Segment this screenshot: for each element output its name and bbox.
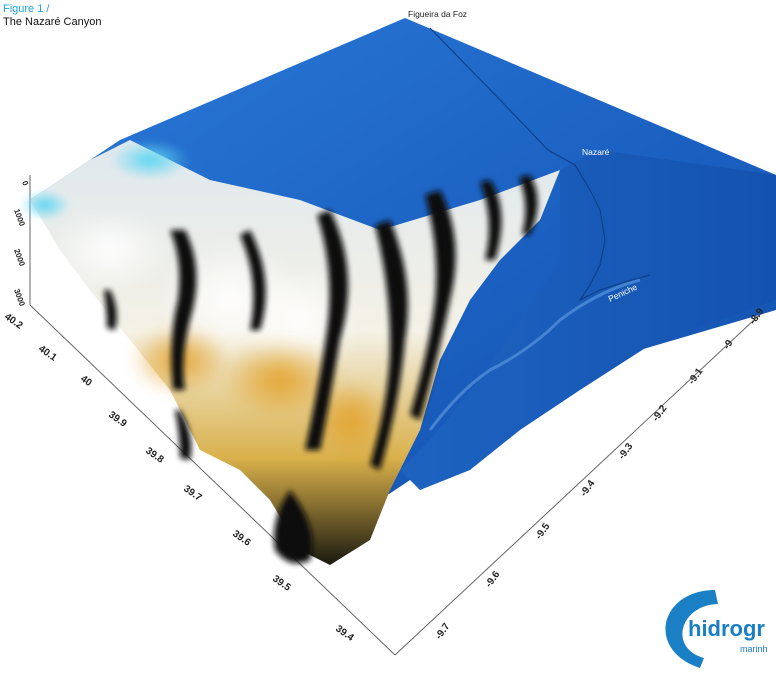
- depth-tick-label: 3000: [12, 288, 27, 308]
- logo-wordmark: hidrogr: [688, 616, 765, 641]
- latitude-tick-label: 40: [78, 373, 94, 389]
- latitude-tick-label: 39.8: [143, 445, 166, 465]
- longitude-tick-label: -9.2: [650, 403, 669, 424]
- longitude-tick-label: -9.3: [616, 441, 635, 462]
- latitude-tick-label: 39.6: [230, 528, 253, 548]
- depth-tick-label: 0: [20, 180, 30, 188]
- latitude-tick-label: 40.1: [36, 343, 59, 363]
- latitude-tick-label: 40.2: [2, 311, 25, 331]
- longitude-tick-label: -9.6: [483, 569, 502, 590]
- depth-tick-label: 2000: [12, 248, 27, 268]
- longitude-tick-label: -9.1: [686, 366, 705, 387]
- canyon-walls: [20, 140, 560, 565]
- latitude-tick-label: 39.9: [106, 409, 129, 429]
- figure-number: Figure 1 /: [3, 3, 50, 15]
- coastline: [429, 27, 651, 302]
- figure-caption: Figure 1 / The Nazaré Canyon: [3, 3, 101, 29]
- latitude-tick-label: 39.4: [333, 623, 356, 643]
- longitude-tick-label: -9.7: [433, 621, 452, 642]
- longitude-tick-label: -9.5: [533, 521, 552, 542]
- shelf-edge: [428, 278, 641, 431]
- place-figueira-da-foz: Figueira da Foz: [408, 9, 467, 19]
- latitude-tick-label: 39.7: [181, 483, 204, 503]
- logo-subtext: marinh: [740, 644, 768, 654]
- place-nazare: Nazaré: [582, 147, 610, 157]
- longitude-tick-label: -9: [721, 338, 735, 352]
- coastal-shelf: [400, 150, 776, 490]
- hidrografico-logo: hidrogr marinh: [665, 590, 768, 668]
- figure-title: The Nazaré Canyon: [3, 16, 102, 28]
- latitude-tick-label: 39.5: [270, 573, 293, 593]
